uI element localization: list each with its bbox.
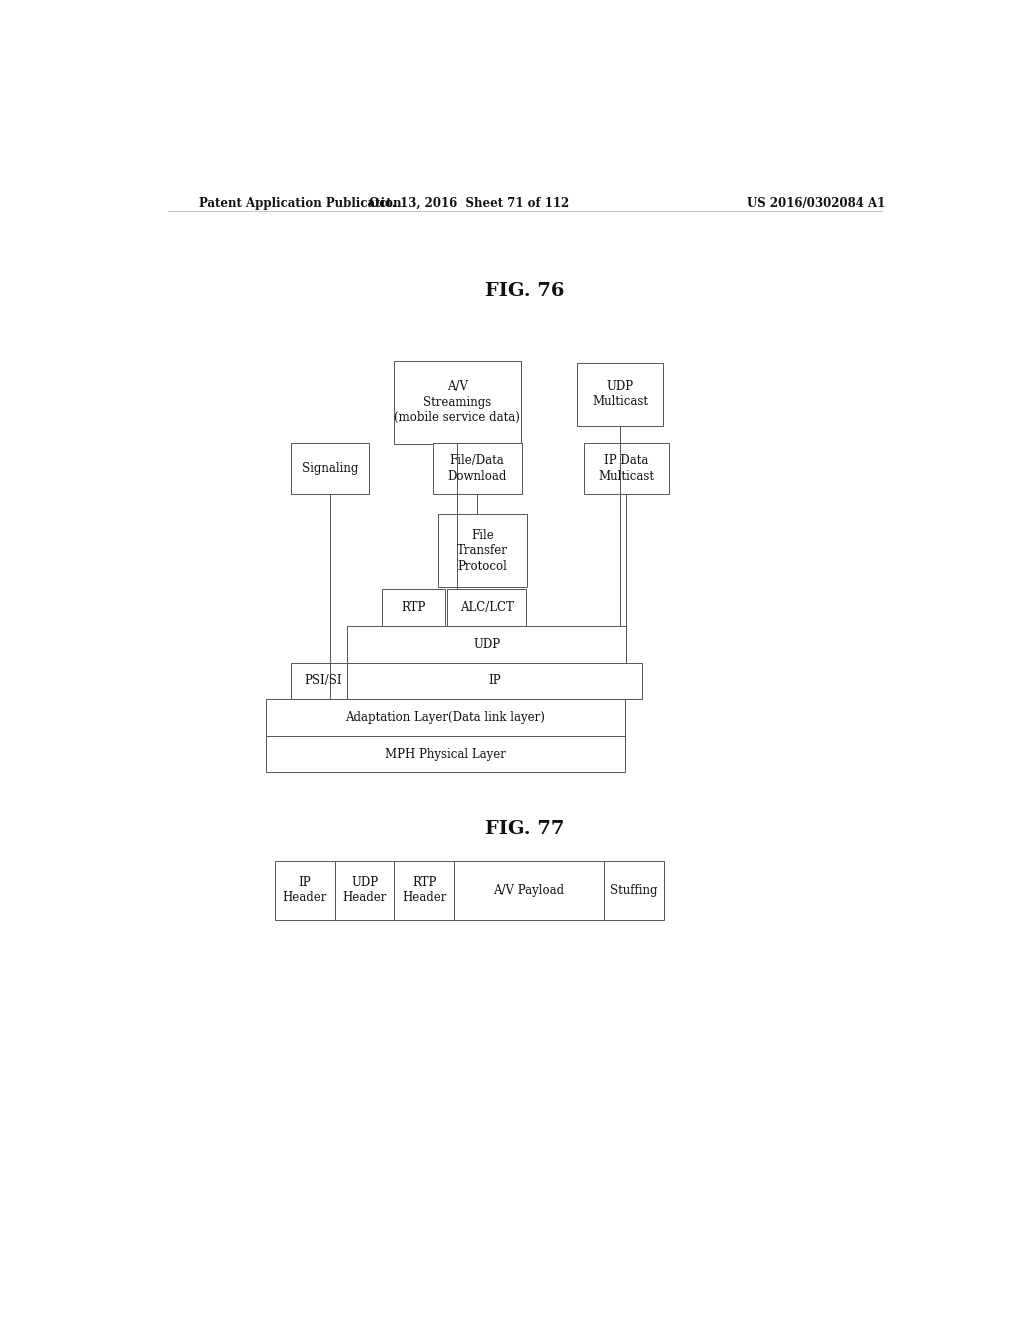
Text: A/V Payload: A/V Payload: [494, 883, 564, 896]
Text: UDP
Header: UDP Header: [342, 876, 387, 904]
Text: FIG. 76: FIG. 76: [485, 281, 564, 300]
Text: Signaling: Signaling: [302, 462, 358, 475]
Text: Patent Application Publication: Patent Application Publication: [200, 197, 402, 210]
Text: FIG. 77: FIG. 77: [485, 820, 564, 838]
FancyBboxPatch shape: [578, 363, 663, 426]
Text: RTP: RTP: [401, 601, 426, 614]
FancyBboxPatch shape: [292, 663, 355, 700]
Text: Oct. 13, 2016  Sheet 71 of 112: Oct. 13, 2016 Sheet 71 of 112: [369, 197, 569, 210]
FancyBboxPatch shape: [394, 861, 455, 920]
FancyBboxPatch shape: [455, 861, 604, 920]
FancyBboxPatch shape: [433, 444, 521, 494]
Text: ALC/LCT: ALC/LCT: [460, 601, 514, 614]
FancyBboxPatch shape: [447, 589, 526, 626]
FancyBboxPatch shape: [266, 700, 625, 735]
Text: US 2016/0302084 A1: US 2016/0302084 A1: [748, 197, 886, 210]
Text: A/V
Streamings
(mobile service data): A/V Streamings (mobile service data): [394, 380, 520, 424]
FancyBboxPatch shape: [347, 663, 642, 700]
Text: Stuffing: Stuffing: [610, 883, 657, 896]
Text: IP
Header: IP Header: [283, 876, 327, 904]
FancyBboxPatch shape: [266, 735, 625, 772]
Text: IP: IP: [488, 675, 501, 688]
FancyBboxPatch shape: [335, 861, 394, 920]
Text: Adaptation Layer(Data link layer): Adaptation Layer(Data link layer): [345, 711, 546, 723]
FancyBboxPatch shape: [382, 589, 445, 626]
FancyBboxPatch shape: [274, 861, 335, 920]
FancyBboxPatch shape: [438, 515, 527, 587]
FancyBboxPatch shape: [604, 861, 664, 920]
Text: PSI/SI: PSI/SI: [304, 675, 342, 688]
Text: File
Transfer
Protocol: File Transfer Protocol: [458, 529, 508, 573]
FancyBboxPatch shape: [347, 626, 627, 663]
Text: UDP
Multicast: UDP Multicast: [592, 380, 648, 408]
Text: IP Data
Multicast: IP Data Multicast: [598, 454, 654, 483]
Text: MPH Physical Layer: MPH Physical Layer: [385, 747, 506, 760]
Text: File/Data
Download: File/Data Download: [447, 454, 507, 483]
FancyBboxPatch shape: [292, 444, 370, 494]
Text: UDP: UDP: [473, 638, 501, 651]
FancyBboxPatch shape: [394, 360, 521, 444]
Text: RTP
Header: RTP Header: [402, 876, 446, 904]
FancyBboxPatch shape: [584, 444, 670, 494]
